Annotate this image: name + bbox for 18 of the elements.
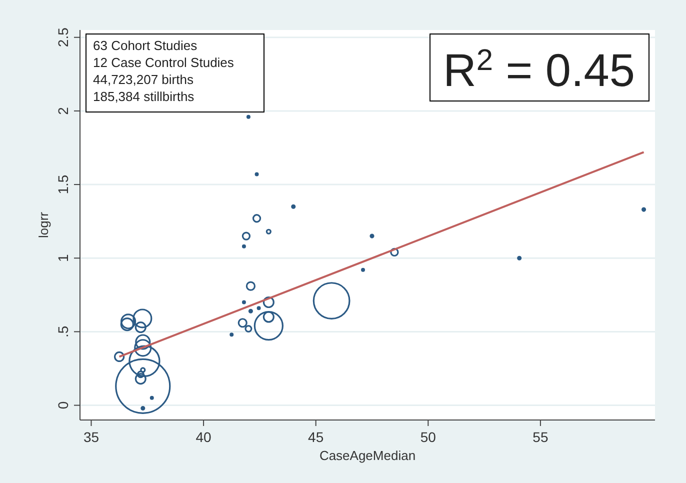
y-tick-label: .5 [55,326,71,338]
x-tick-label: 55 [532,429,548,445]
x-axis-title: CaseAgeMedian [319,448,416,463]
annotation: 63 Cohort Studies [93,38,198,53]
y-tick-label: 2 [55,106,71,115]
annotation: 185,384 stillbirths [93,89,195,104]
annotation: R$^{2}$ = 0.45 [443,44,635,96]
annotation: 44,723,207 births [93,72,194,87]
x-tick-label: 50 [420,429,436,445]
y-tick-label: 1.5 [55,174,71,194]
annotation: 12 Case Control Studies [93,55,234,70]
y-tick-label: 2.5 [55,27,71,48]
y-tick-label: 0 [55,401,71,410]
y-axis-title: logrr [36,211,51,238]
x-tick-label: 45 [308,429,324,445]
x-tick-label: 35 [83,429,100,445]
y-tick-label: 1 [55,254,71,262]
x-tick-label: 40 [196,429,212,445]
